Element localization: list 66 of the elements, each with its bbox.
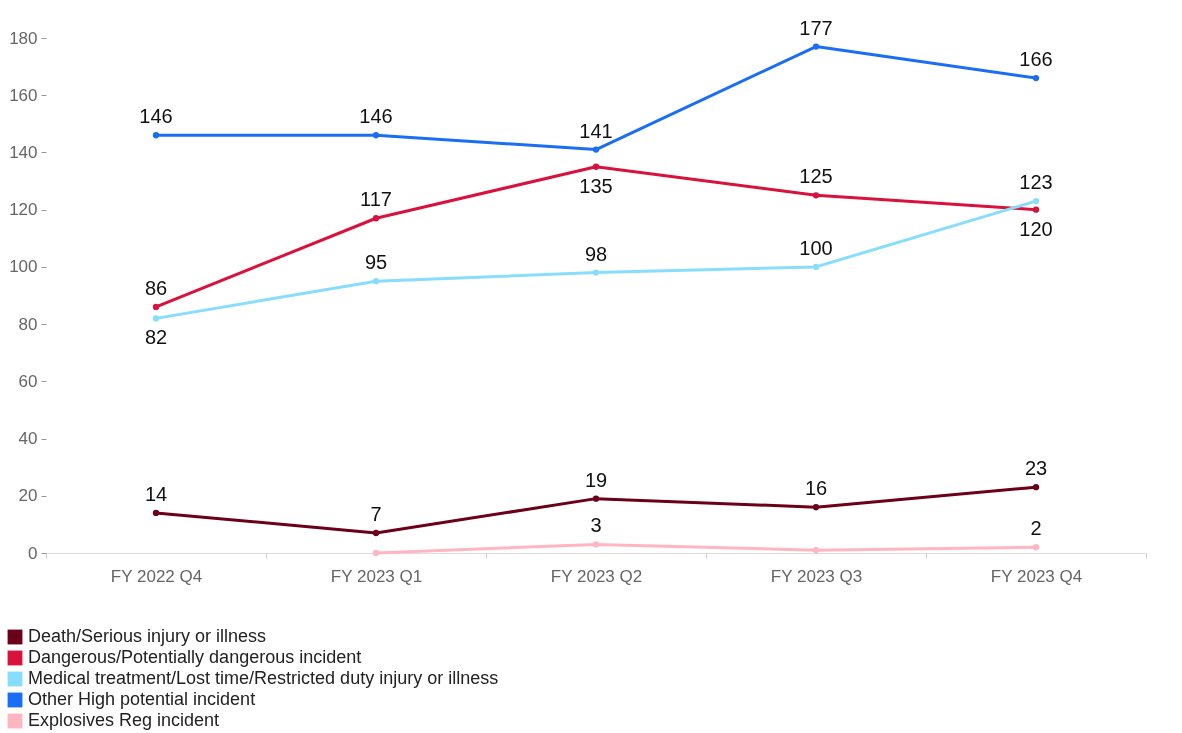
data-label: 166 <box>1019 48 1053 71</box>
y-tick-label: 120 <box>9 200 38 220</box>
point <box>592 269 600 276</box>
legend-label: Dangerous/Potentially dangerous incident <box>28 647 362 667</box>
point <box>1032 484 1040 491</box>
y-tick-label: 20 <box>18 486 38 506</box>
legend-label: Death/Serious injury or illness <box>28 626 267 646</box>
data-label: 86 <box>144 276 168 299</box>
x-tick-label: FY 2023 Q1 <box>330 566 423 586</box>
data-label: 19 <box>584 468 608 491</box>
data-label: 16 <box>804 477 828 500</box>
data-label: 177 <box>799 16 833 39</box>
point <box>812 504 820 511</box>
point <box>1032 74 1040 82</box>
y-tick-label: 60 <box>18 371 38 391</box>
data-label: 7 <box>370 502 382 525</box>
point <box>1032 197 1040 205</box>
y-tick-label: 180 <box>9 28 38 48</box>
y-tick-label: 100 <box>9 257 38 277</box>
point <box>372 529 380 537</box>
point <box>152 509 160 517</box>
point <box>152 132 160 139</box>
data-label: 82 <box>144 326 168 349</box>
point <box>592 495 600 502</box>
data-label: 23 <box>1024 457 1048 480</box>
point <box>592 146 600 153</box>
data-label: 141 <box>579 119 613 142</box>
point <box>592 541 600 548</box>
x-tick-label: FY 2022 Q4 <box>110 566 203 586</box>
legend-label: Explosives Reg incident <box>28 710 220 730</box>
point <box>152 303 160 311</box>
data-label: 146 <box>139 105 173 128</box>
legend-label: Other High potential incident <box>28 689 256 709</box>
x-tick-label: FY 2023 Q3 <box>770 566 863 586</box>
data-label: 95 <box>364 251 388 274</box>
data-label: 98 <box>584 242 608 265</box>
data-label: 14 <box>144 482 168 505</box>
data-label: 146 <box>359 105 393 128</box>
point <box>372 215 380 222</box>
x-tick-label: FY 2023 Q2 <box>550 566 643 586</box>
point <box>1032 544 1040 551</box>
point <box>1032 206 1040 213</box>
point <box>812 263 820 271</box>
data-label: 100 <box>799 236 833 259</box>
y-tick-label: 160 <box>9 85 38 105</box>
point <box>812 546 820 554</box>
point <box>812 43 820 50</box>
point <box>812 192 820 199</box>
x-tick-label: FY 2023 Q4 <box>990 566 1083 586</box>
point <box>592 163 600 170</box>
point <box>372 549 380 557</box>
point <box>152 315 160 322</box>
data-label: 125 <box>799 165 833 188</box>
data-label: 120 <box>1019 217 1053 240</box>
point <box>372 132 380 139</box>
data-label: 117 <box>360 188 392 211</box>
y-tick-label: 0 <box>28 543 38 563</box>
legend-label: Medical treatment/Lost time/Restricted duty injury or illness <box>28 668 499 688</box>
data-label: 2 <box>1030 517 1042 540</box>
data-label: 135 <box>579 174 613 197</box>
data-label: 3 <box>590 514 602 537</box>
y-tick-label: 140 <box>9 142 38 162</box>
y-tick-label: 40 <box>18 429 38 449</box>
point <box>372 278 380 285</box>
data-label: 123 <box>1019 171 1053 194</box>
y-tick-label: 80 <box>18 314 38 334</box>
